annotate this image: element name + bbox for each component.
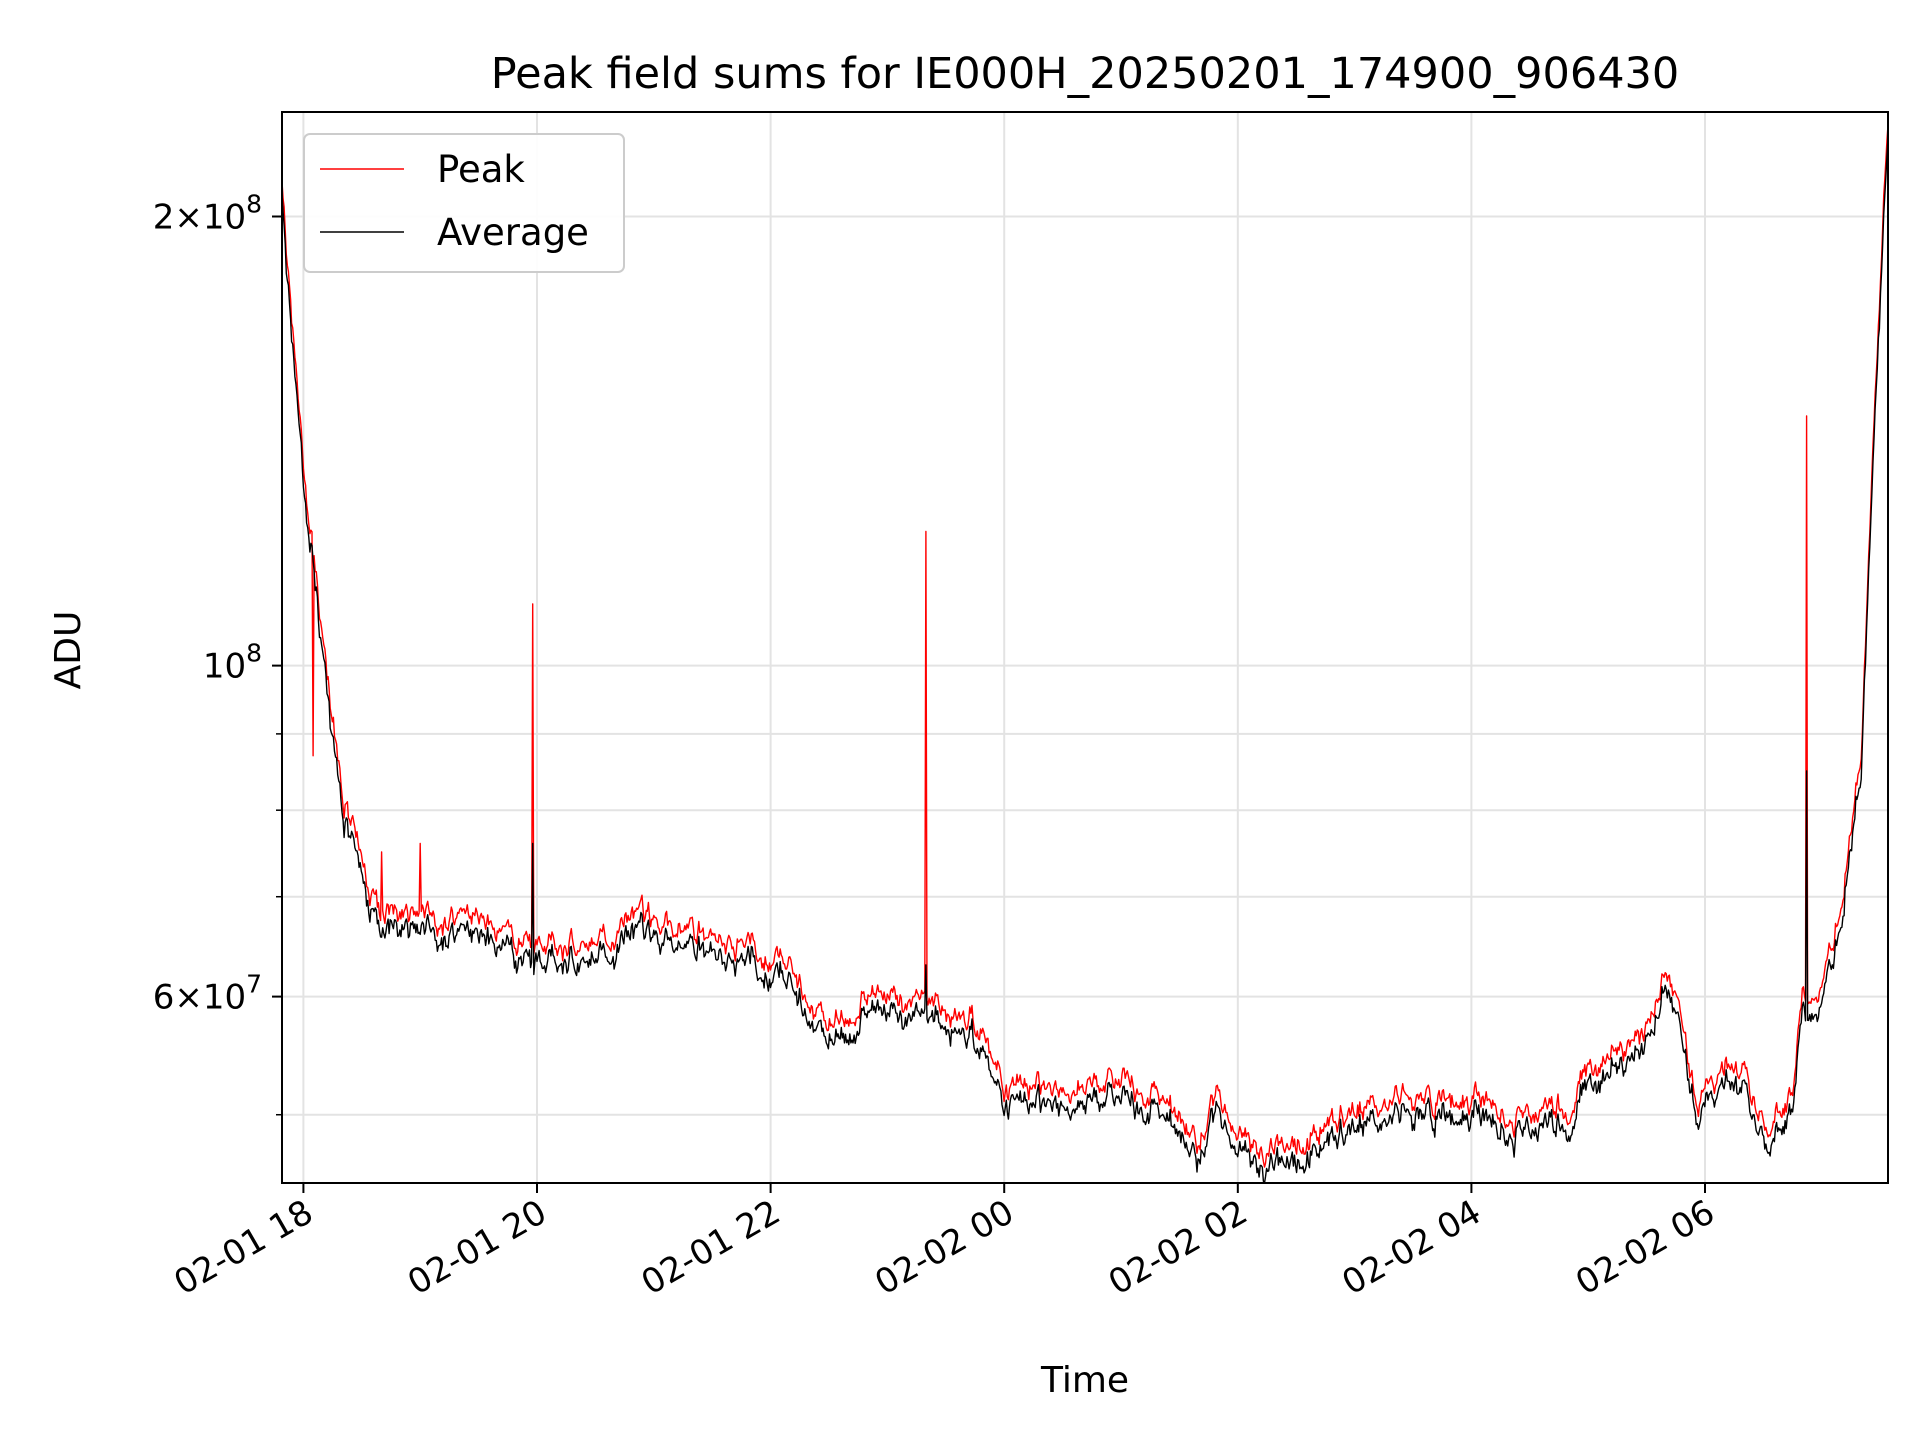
legend-label-average: Average bbox=[437, 211, 589, 254]
legend: Peak Average bbox=[303, 133, 625, 273]
y-axis: 6×107 108 2×108 bbox=[153, 189, 282, 1116]
series-line-average bbox=[282, 137, 1888, 1183]
y-axis-label: ADU bbox=[48, 611, 89, 690]
y-tick-label: 6×107 bbox=[153, 970, 262, 1018]
y-tick-label: 108 bbox=[203, 639, 262, 687]
y-tick-label: 2×108 bbox=[153, 189, 262, 237]
plot-frame bbox=[281, 111, 1889, 1184]
legend-label-peak: Peak bbox=[437, 148, 525, 191]
series-layer bbox=[282, 124, 1888, 1183]
series-line-peak bbox=[282, 124, 1888, 1168]
x-axis-label: Time bbox=[1040, 1360, 1129, 1401]
grid bbox=[282, 112, 1888, 1183]
chart-title: Peak field sums for IE000H_20250201_1749… bbox=[491, 49, 1680, 99]
